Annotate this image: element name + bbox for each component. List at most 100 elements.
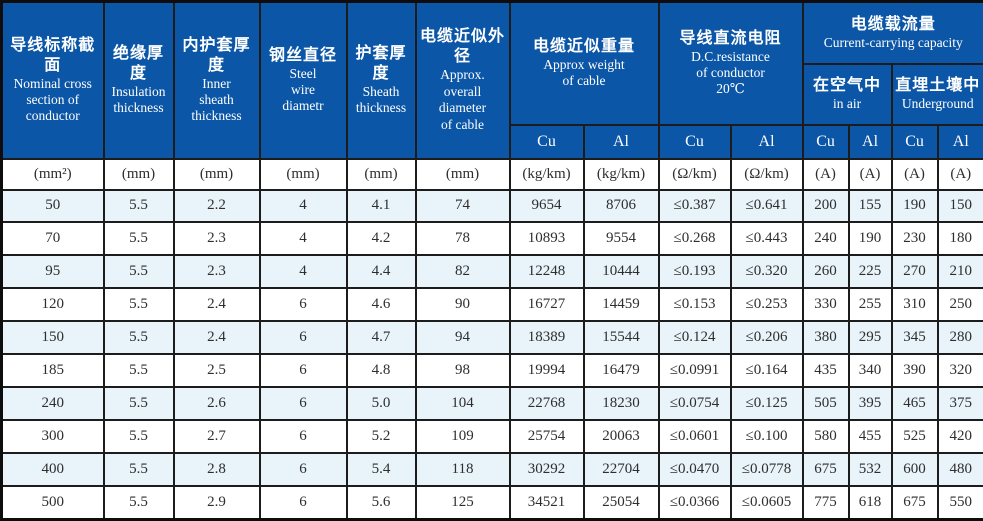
table-cell: 260 bbox=[801, 254, 850, 290]
table-cell: 395 bbox=[847, 385, 893, 421]
table-row: 95 5.5 2.3 4 4.4 82 12248 10444 ≤0.193 ≤0.320 260 2… bbox=[0, 254, 983, 290]
table-cell: 150 bbox=[936, 188, 983, 224]
table-cell: 125 bbox=[414, 484, 511, 521]
table-cell: 5.5 bbox=[102, 484, 175, 521]
table-cell: 5.5 bbox=[102, 385, 175, 421]
table-cell: 500 bbox=[0, 484, 105, 521]
table-cell: 5.6 bbox=[345, 484, 417, 521]
table-cell: 4.6 bbox=[345, 287, 417, 323]
table-cell: 104 bbox=[414, 385, 511, 421]
material-header-cu: Cu bbox=[890, 123, 939, 160]
table-cell: 6 bbox=[258, 484, 348, 521]
unit-cell: (Ω/km) bbox=[657, 157, 732, 191]
table-row: 150 5.5 2.4 6 4.7 94 18389 15544 ≤0.124 ≤0.206 380… bbox=[0, 320, 983, 356]
col-header-current-carrying-capacity: 电缆载流量 Current-carrying capacity bbox=[801, 0, 983, 65]
table-cell: 2.3 bbox=[172, 254, 261, 290]
table-cell: 580 bbox=[801, 418, 850, 454]
material-header-al: Al bbox=[729, 123, 804, 160]
table-cell: 98 bbox=[414, 353, 511, 388]
material-header-al: Al bbox=[582, 123, 660, 160]
unit-cell: (kg/km) bbox=[582, 157, 660, 191]
table-cell: 150 bbox=[0, 320, 105, 356]
material-header-cu: Cu bbox=[657, 123, 732, 160]
table-body: 50 5.5 2.2 4 4.1 74 9654 8706 ≤0.387 ≤0.641 200 155… bbox=[0, 188, 983, 521]
material-header-cu: Cu bbox=[508, 123, 585, 160]
header-label-zh: 导线直流电阻 bbox=[679, 29, 782, 47]
table-cell: 109 bbox=[414, 418, 511, 454]
table-cell: 280 bbox=[936, 320, 983, 356]
table-cell: 185 bbox=[0, 353, 105, 388]
table-cell: 10893 bbox=[508, 221, 585, 257]
table-cell: 82 bbox=[414, 254, 511, 290]
table-cell: 190 bbox=[847, 221, 893, 257]
header-label-zh: 钢丝直径 bbox=[268, 46, 337, 64]
table-cell: ≤0.153 bbox=[657, 287, 732, 323]
table-cell: ≤0.253 bbox=[729, 287, 804, 323]
table-cell: 5.5 bbox=[102, 287, 175, 323]
col-header-steel-wire-diameter: 钢丝直径 Steel wire diametr bbox=[258, 0, 348, 160]
table-cell: 340 bbox=[847, 353, 893, 388]
table-cell: ≤0.268 bbox=[657, 221, 732, 257]
table-cell: 18389 bbox=[508, 320, 585, 356]
unit-cell: (A) bbox=[936, 157, 983, 191]
table-cell: 5.2 bbox=[345, 418, 417, 454]
table-cell: 5.5 bbox=[102, 451, 175, 487]
table-cell: ≤0.0601 bbox=[657, 418, 732, 454]
header-label-zh: 直埋土壤中 bbox=[895, 76, 981, 94]
table-cell: 375 bbox=[936, 385, 983, 421]
table-cell: 70 bbox=[0, 221, 105, 257]
table-cell: 190 bbox=[890, 188, 939, 224]
table-cell: 550 bbox=[936, 484, 983, 521]
header-label-en: Current-carrying capacity bbox=[823, 34, 963, 50]
table-cell: 775 bbox=[801, 484, 850, 521]
table-cell: 2.4 bbox=[172, 320, 261, 356]
table-cell: ≤0.0778 bbox=[729, 451, 804, 487]
header-row-groups: 导线标称截面 Nominal cross section of conducto… bbox=[0, 0, 983, 160]
table-cell: 675 bbox=[890, 484, 939, 521]
table-cell: 2.3 bbox=[172, 221, 261, 257]
table-cell: 4 bbox=[258, 221, 348, 257]
table-cell: 270 bbox=[890, 254, 939, 290]
table-cell: ≤0.320 bbox=[729, 254, 804, 290]
col-header-insulation-thickness: 绝缘厚度 Insulation thickness bbox=[102, 0, 175, 160]
header-label-zh: 电缆近似外径 bbox=[419, 28, 505, 66]
table-cell: ≤0.125 bbox=[729, 385, 804, 421]
table-cell: 2.8 bbox=[172, 451, 261, 487]
table-cell: 300 bbox=[0, 418, 105, 454]
header-label-en: D.C.resistance of conductor 20℃ bbox=[691, 48, 770, 97]
table-cell: 2.4 bbox=[172, 287, 261, 323]
units-row: (mm²) (mm) (mm) (mm) (mm) (mm) (kg/km) (… bbox=[0, 157, 983, 191]
table-cell: 120 bbox=[0, 287, 105, 323]
table-cell: 6 bbox=[258, 418, 348, 454]
table-cell: 5.5 bbox=[102, 254, 175, 290]
table-cell: 5.4 bbox=[345, 451, 417, 487]
header-label-zh: 在空气中 bbox=[813, 76, 882, 94]
table-row: 50 5.5 2.2 4 4.1 74 9654 8706 ≤0.387 ≤0.641 200 155… bbox=[0, 188, 983, 224]
table-cell: 525 bbox=[890, 418, 939, 454]
table-cell: 5.5 bbox=[102, 353, 175, 388]
header-row-materials: Cu Al Cu Al Cu Al Cu Al bbox=[2, 123, 983, 160]
table-cell: 22704 bbox=[582, 451, 660, 487]
material-header-al: Al bbox=[847, 123, 893, 160]
table-cell: 20063 bbox=[582, 418, 660, 454]
header-label-en: Approx weight of cable bbox=[543, 56, 625, 89]
table-cell: 5.5 bbox=[102, 221, 175, 257]
col-header-dc-resistance: 导线直流电阻 D.C.resistance of conductor 20℃ bbox=[657, 0, 804, 126]
table-cell: 2.2 bbox=[172, 188, 261, 224]
table-cell: ≤0.387 bbox=[657, 188, 732, 224]
table-cell: 30292 bbox=[508, 451, 585, 487]
table-cell: 4.1 bbox=[345, 188, 417, 224]
table-cell: 532 bbox=[847, 451, 893, 487]
header-label-zh: 导线标称截面 bbox=[10, 36, 96, 74]
table-cell: 435 bbox=[801, 353, 850, 388]
table-cell: ≤0.0366 bbox=[657, 484, 732, 521]
table-cell: ≤0.443 bbox=[729, 221, 804, 257]
header-label-en: in air bbox=[832, 95, 862, 111]
table-cell: 4.7 bbox=[345, 320, 417, 356]
unit-cell: (A) bbox=[847, 157, 893, 191]
table-cell: 330 bbox=[801, 287, 850, 323]
table-cell: 250 bbox=[936, 287, 983, 323]
header-label-zh: 电缆载流量 bbox=[850, 15, 936, 33]
header-label-en: Nominal cross section of conductor bbox=[13, 75, 92, 124]
